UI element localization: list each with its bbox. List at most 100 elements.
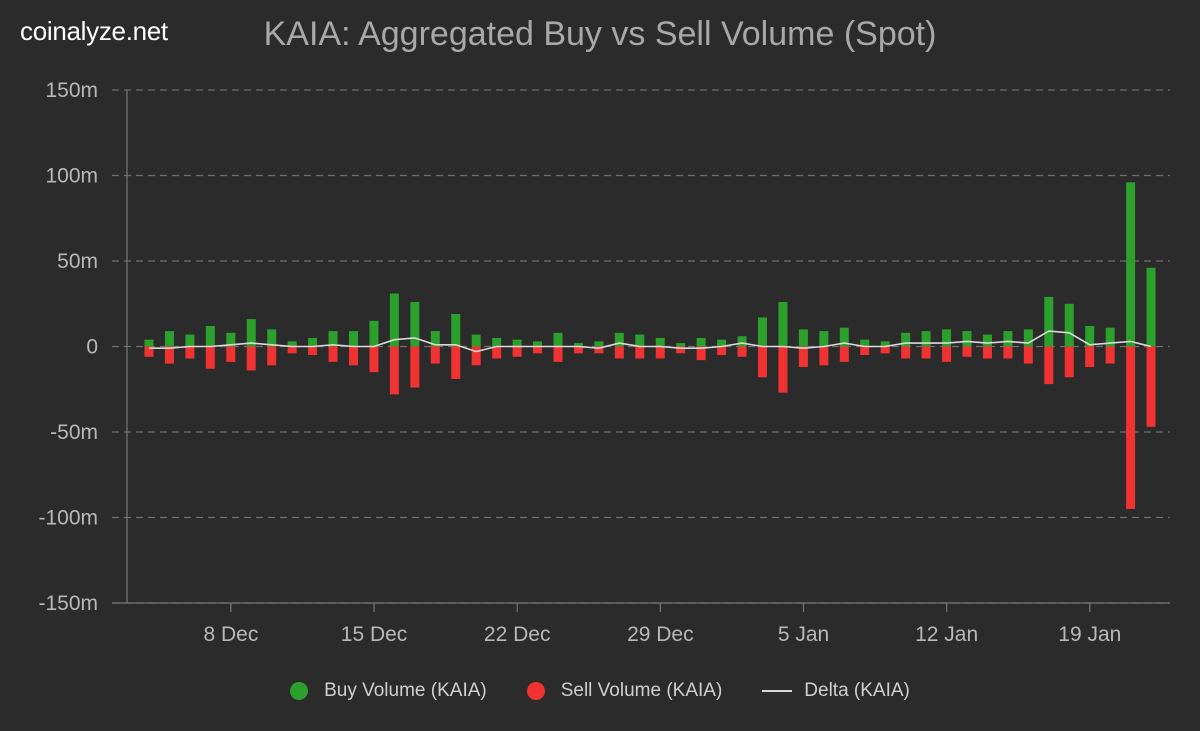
sell-volume-bar [1003, 346, 1013, 359]
sell-volume-bar [594, 346, 604, 354]
buy-volume-bar [1105, 327, 1115, 347]
y-tick-label: -150m [38, 592, 98, 615]
buy-volume-bar [144, 339, 154, 347]
sell-volume-bar [328, 346, 338, 362]
y-tick-label: 0 [86, 336, 98, 359]
legend-sell-marker [526, 682, 545, 700]
buy-volume-bar [369, 320, 379, 347]
sell-volume-bar [758, 346, 767, 378]
legend-delta-marker [762, 690, 793, 692]
sell-volume-bar [246, 346, 256, 371]
sell-volume-bar [226, 346, 236, 362]
buy-volume-bar [614, 332, 624, 347]
legend-sell-label: Sell Volume (KAIA) [560, 680, 723, 701]
buy-volume-bar [1044, 296, 1054, 347]
sell-volume-bar [1023, 346, 1033, 364]
buy-volume-bar [655, 337, 665, 347]
buy-volume-bar [553, 332, 563, 347]
buy-volume-bar [860, 339, 870, 347]
sell-volume-bar [880, 346, 890, 354]
buy-volume-bar [1003, 331, 1013, 347]
sell-volume-bar [696, 346, 706, 361]
sell-volume-bar [1105, 346, 1115, 364]
buy-volume-bar [1126, 182, 1136, 347]
sell-volume-bar [1064, 346, 1074, 378]
chart-legend: Buy Volume (KAIA) Sell Volume (KAIA) Del… [0, 680, 1200, 702]
sell-volume-bar [921, 346, 931, 359]
legend-item-buy[interactable]: Buy Volume (KAIA) [290, 680, 487, 702]
buy-volume-bar [962, 331, 972, 347]
sell-volume-bar [164, 346, 174, 364]
sell-volume-bar [737, 346, 747, 357]
buy-volume-bar [267, 329, 277, 347]
buy-volume-bar [164, 331, 174, 347]
sell-volume-bar [533, 346, 543, 354]
sell-volume-bar [901, 346, 911, 359]
buy-volume-bar [921, 331, 931, 347]
legend-delta-label: Delta (KAIA) [804, 680, 910, 701]
y-tick-label: 150m [45, 79, 98, 102]
sell-volume-bar [1044, 346, 1054, 385]
sell-volume-bar [614, 346, 624, 359]
x-tick-label: 8 Dec [203, 623, 258, 646]
sell-volume-bar [492, 346, 502, 359]
legend-buy-label: Buy Volume (KAIA) [324, 680, 487, 701]
buy-volume-bar [1064, 303, 1074, 347]
buy-volume-bar [778, 302, 788, 347]
sell-volume-bar [267, 346, 277, 366]
sell-volume-bar [655, 346, 665, 359]
sell-volume-bar [430, 346, 440, 364]
buy-volume-bar [492, 337, 502, 347]
sell-volume-bar [635, 346, 645, 359]
sell-volume-bar [553, 346, 563, 362]
brand-logo-text: coinalyze.net [20, 16, 168, 46]
buy-volume-bar [349, 331, 358, 347]
sell-volume-bar [185, 346, 195, 359]
legend-item-sell[interactable]: Sell Volume (KAIA) [526, 680, 723, 702]
sell-volume-bar [962, 346, 972, 357]
buy-volume-bar [982, 334, 992, 347]
buy-volume-bar [1146, 267, 1156, 347]
buy-volume-bar [410, 302, 420, 347]
y-tick-label: -50m [50, 421, 98, 444]
buy-volume-bar [901, 332, 911, 347]
sell-volume-bar [205, 346, 215, 369]
buy-volume-bar [533, 341, 543, 347]
x-tick-label: 5 Jan [778, 623, 829, 646]
sell-volume-bar [573, 346, 583, 354]
buy-volume-bar [185, 334, 195, 347]
sell-volume-bar [860, 346, 870, 356]
delta-line [149, 330, 1152, 353]
buy-volume-bar [594, 341, 604, 347]
buy-volume-bar [430, 331, 440, 347]
buy-volume-bar [328, 331, 338, 347]
sell-volume-bar [839, 346, 849, 362]
sell-volume-bar [349, 346, 358, 366]
buy-volume-bar [880, 341, 890, 347]
buy-volume-bar [205, 325, 215, 347]
buy-volume-bar [839, 327, 849, 347]
sell-volume-bar [410, 346, 420, 388]
x-tick-label: 15 Dec [341, 623, 408, 646]
x-tick-label: 22 Dec [484, 623, 551, 646]
sell-volume-bar [451, 346, 461, 379]
x-tick-label: 29 Dec [627, 623, 694, 646]
sell-volume-bar [819, 346, 829, 366]
sell-volume-bar [1126, 346, 1136, 509]
buy-volume-bar [798, 329, 808, 347]
buy-volume-bar [737, 336, 747, 347]
legend-item-delta[interactable]: Delta (KAIA) [762, 680, 910, 702]
buy-volume-bar [942, 329, 952, 347]
x-tick-label: 12 Jan [915, 623, 978, 646]
y-tick-label: -100m [38, 507, 98, 530]
sell-volume-bar [942, 346, 952, 362]
buy-volume-bar [308, 337, 318, 347]
buy-volume-bar [451, 314, 461, 347]
buy-volume-bar [389, 293, 399, 347]
buy-volume-bar [696, 337, 706, 347]
buy-volume-bar [287, 341, 297, 347]
legend-buy-marker [290, 682, 309, 700]
buy-volume-bar [635, 334, 645, 347]
buy-volume-bar [676, 343, 686, 347]
